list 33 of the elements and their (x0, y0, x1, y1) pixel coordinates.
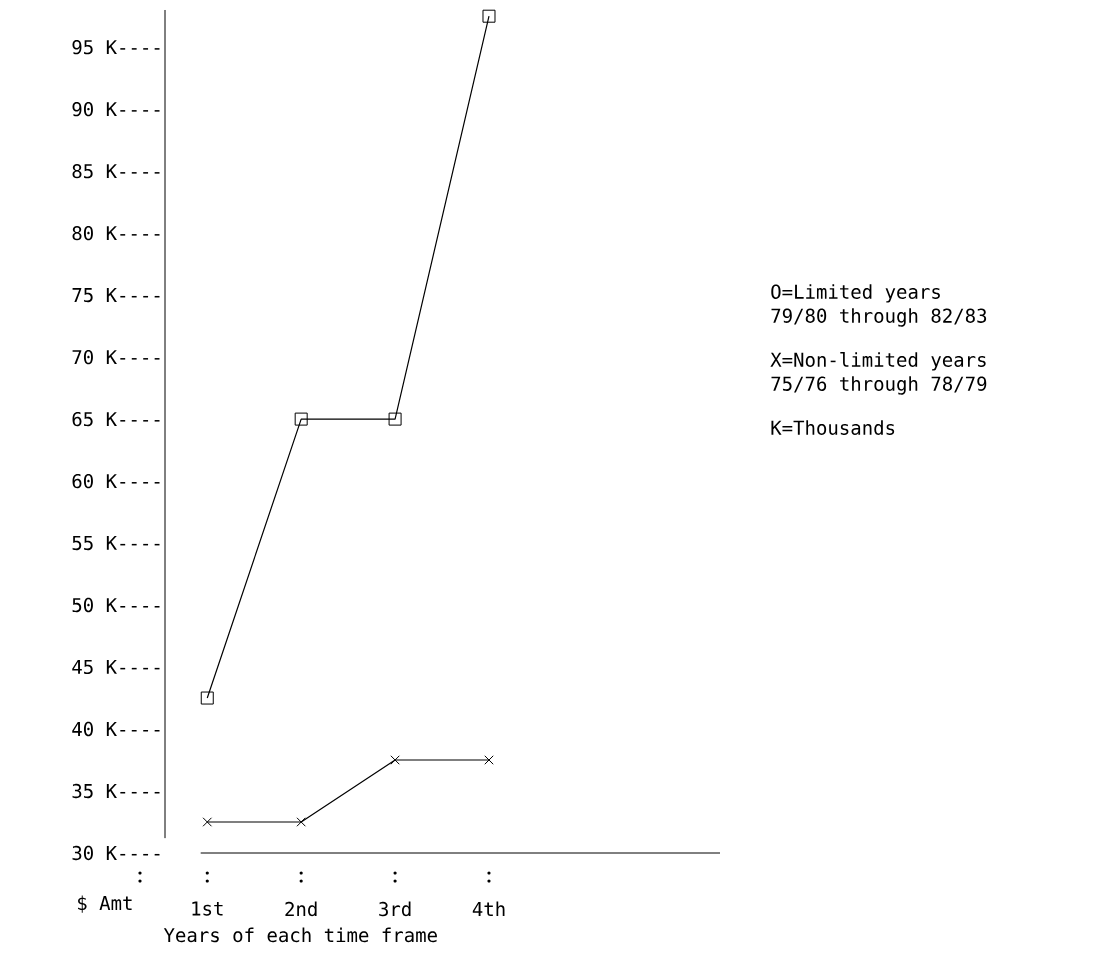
x-tick-label: 2nd (285, 901, 317, 917)
y-tick-label: 45 K---- (72, 659, 160, 675)
point (296, 817, 306, 827)
text: 75/76 through 78/79 (771, 376, 987, 395)
point (390, 755, 400, 765)
text: X=Non-limited years (770, 352, 986, 371)
y-axis-title: $ Amt (78, 895, 132, 913)
y-tick-label: 50 K---- (72, 597, 160, 613)
point (388, 412, 402, 426)
x-tick-label: 1st (192, 901, 223, 916)
y-tick-label: 30 K---- (72, 845, 160, 861)
point (294, 412, 308, 426)
y-tick-label: 70 K---- (72, 349, 160, 365)
y-tick-label: 95 K---- (72, 39, 160, 55)
y-tick-label: 35 K---- (72, 783, 160, 799)
text: O=Limited years (771, 284, 940, 303)
point (202, 817, 212, 827)
x-tick-label: 4th (472, 901, 505, 916)
y-tick-label: 85 K---- (72, 163, 160, 179)
point (482, 9, 496, 23)
x-tick-label: 3rd (379, 901, 411, 917)
text: 79/80 through 82/83 (771, 308, 987, 327)
y-tick-label: 90 K---- (72, 101, 160, 117)
y-tick-label: 65 K---- (72, 411, 160, 427)
x-axis-title: Years of each time frame (163, 927, 437, 943)
y-tick-label: 80 K---- (72, 225, 160, 241)
text: K=Thousands (771, 420, 895, 435)
y-tick-label: 40 K---- (72, 721, 160, 737)
y-tick-label: 55 K---- (72, 536, 160, 551)
y-tick-label: 60 K---- (72, 473, 160, 489)
y-tick-label: 75 K---- (72, 288, 160, 303)
point (200, 691, 214, 705)
point (484, 755, 494, 765)
